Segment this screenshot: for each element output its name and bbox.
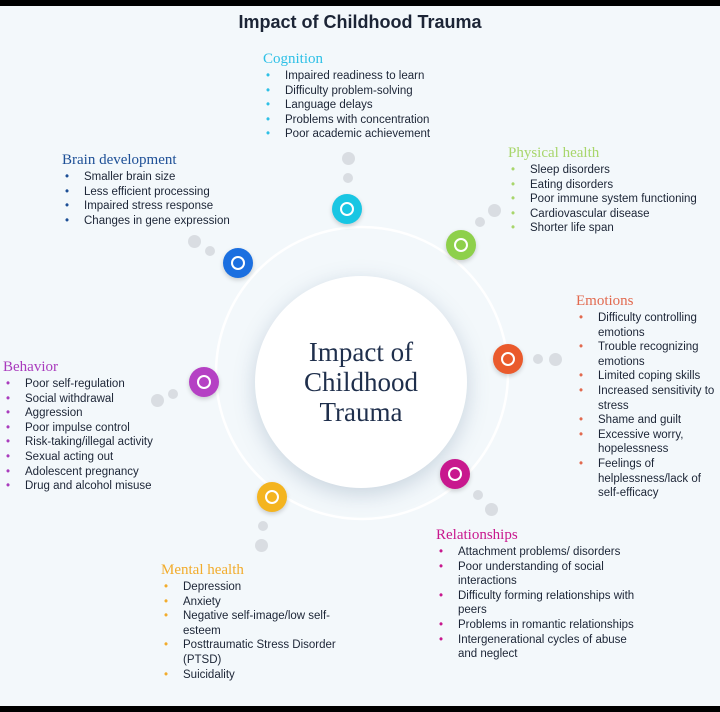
list-item: Drug and alcohol misuse	[3, 479, 193, 494]
section-list: Attachment problems/ disordersPoor under…	[436, 545, 636, 662]
list-item: Difficulty controlling emotions	[576, 311, 720, 340]
list-item: Impaired readiness to learn	[263, 69, 503, 84]
section-list: DepressionAnxietyNegative self-image/low…	[161, 580, 341, 682]
list-item: Risk-taking/illegal activity	[3, 435, 193, 450]
center-hub: Impact of Childhood Trauma	[255, 276, 467, 488]
node-relationships	[440, 459, 470, 489]
connector-dot	[258, 521, 268, 531]
node-brain-development	[223, 248, 253, 278]
list-item: Poor self-regulation	[3, 377, 193, 392]
node-mental-health	[257, 482, 287, 512]
connector-dot	[343, 173, 353, 183]
section-title: Emotions	[576, 293, 634, 309]
list-item: Trouble recognizing emotions	[576, 340, 720, 369]
section-title: Mental health	[161, 562, 244, 578]
node-behavior	[189, 367, 219, 397]
list-item: Sleep disorders	[508, 163, 708, 178]
list-item: Social withdrawal	[3, 392, 193, 407]
connector-dot	[549, 353, 562, 366]
infographic-title: Impact of Childhood Trauma	[238, 12, 482, 32]
node-physical-health	[446, 230, 476, 260]
section-behavior: Behavior Poor self-regulationSocial with…	[3, 359, 193, 494]
list-item: Smaller brain size	[62, 170, 242, 185]
list-item: Difficulty forming relationships with pe…	[436, 589, 636, 618]
section-list: Smaller brain sizeLess efficient process…	[62, 170, 242, 228]
list-item: Language delays	[263, 98, 503, 113]
section-title: Behavior	[3, 359, 58, 375]
list-item: Poor immune system functioning	[508, 192, 708, 207]
list-item: Poor understanding of social interaction…	[436, 560, 636, 589]
list-item: Impaired stress response	[62, 199, 242, 214]
section-title: Relationships	[436, 527, 518, 543]
connector-dot	[485, 503, 498, 516]
connector-dot	[255, 539, 268, 552]
list-item: Intergenerational cycles of abuse and ne…	[436, 633, 636, 662]
section-list: Poor self-regulationSocial withdrawalAgg…	[3, 377, 193, 494]
list-item: Cardiovascular disease	[508, 207, 708, 222]
node-cognition	[332, 194, 362, 224]
list-item: Poor impulse control	[3, 421, 193, 436]
connector-dot	[533, 354, 543, 364]
list-item: Problems in romantic relationships	[436, 618, 636, 633]
list-item: Less efficient processing	[62, 185, 242, 200]
connector-dot	[342, 152, 355, 165]
section-emotions: Emotions Difficulty controlling emotions…	[576, 293, 720, 501]
section-title: Cognition	[263, 51, 324, 67]
list-item: Difficulty problem-solving	[263, 84, 503, 99]
list-item: Depression	[161, 580, 341, 595]
section-list: Sleep disordersEating disordersPoor immu…	[508, 163, 708, 236]
list-item: Attachment problems/ disorders	[436, 545, 636, 560]
section-list: Difficulty controlling emotionsTrouble r…	[576, 311, 720, 501]
list-item: Sexual acting out	[3, 450, 193, 465]
center-label: Impact of Childhood Trauma	[303, 337, 418, 427]
list-item: Shame and guilt	[576, 413, 720, 428]
list-item: Shorter life span	[508, 221, 708, 236]
section-relationships: Relationships Attachment problems/ disor…	[436, 527, 636, 662]
list-item: Adolescent pregnancy	[3, 465, 193, 480]
list-item: Poor academic achievement	[263, 127, 503, 142]
connector-dot	[475, 217, 485, 227]
list-item: Excessive worry, hopelessness	[576, 428, 720, 457]
list-item: Posttraumatic Stress Disorder (PTSD)	[161, 638, 341, 667]
connector-dot	[205, 246, 215, 256]
list-item: Changes in gene expression	[62, 214, 242, 229]
list-item: Problems with concentration	[263, 113, 503, 128]
section-mental-health: Mental health DepressionAnxietyNegative …	[161, 562, 341, 682]
section-title: Brain development	[62, 152, 177, 168]
connector-dot	[473, 490, 483, 500]
list-item: Anxiety	[161, 595, 341, 610]
list-item: Aggression	[3, 406, 193, 421]
node-emotions	[493, 344, 523, 374]
list-item: Eating disorders	[508, 178, 708, 193]
list-item: Increased sensitivity to stress	[576, 384, 720, 413]
section-list: Impaired readiness to learnDifficulty pr…	[263, 69, 503, 142]
list-item: Limited coping skills	[576, 369, 720, 384]
section-title: Physical health	[508, 145, 600, 161]
section-brain-development: Brain development Smaller brain sizeLess…	[62, 152, 242, 228]
connector-dot	[188, 235, 201, 248]
connector-dot	[488, 204, 501, 217]
section-cognition: Cognition Impaired readiness to learnDif…	[263, 51, 503, 142]
infographic-canvas: Impact of Childhood Trauma Impact of Chi…	[0, 6, 720, 706]
section-physical-health: Physical health Sleep disordersEating di…	[508, 145, 708, 236]
list-item: Negative self-image/low self-esteem	[161, 609, 341, 638]
list-item: Feelings of helplessness/lack of self-ef…	[576, 457, 720, 501]
list-item: Suicidality	[161, 668, 341, 683]
